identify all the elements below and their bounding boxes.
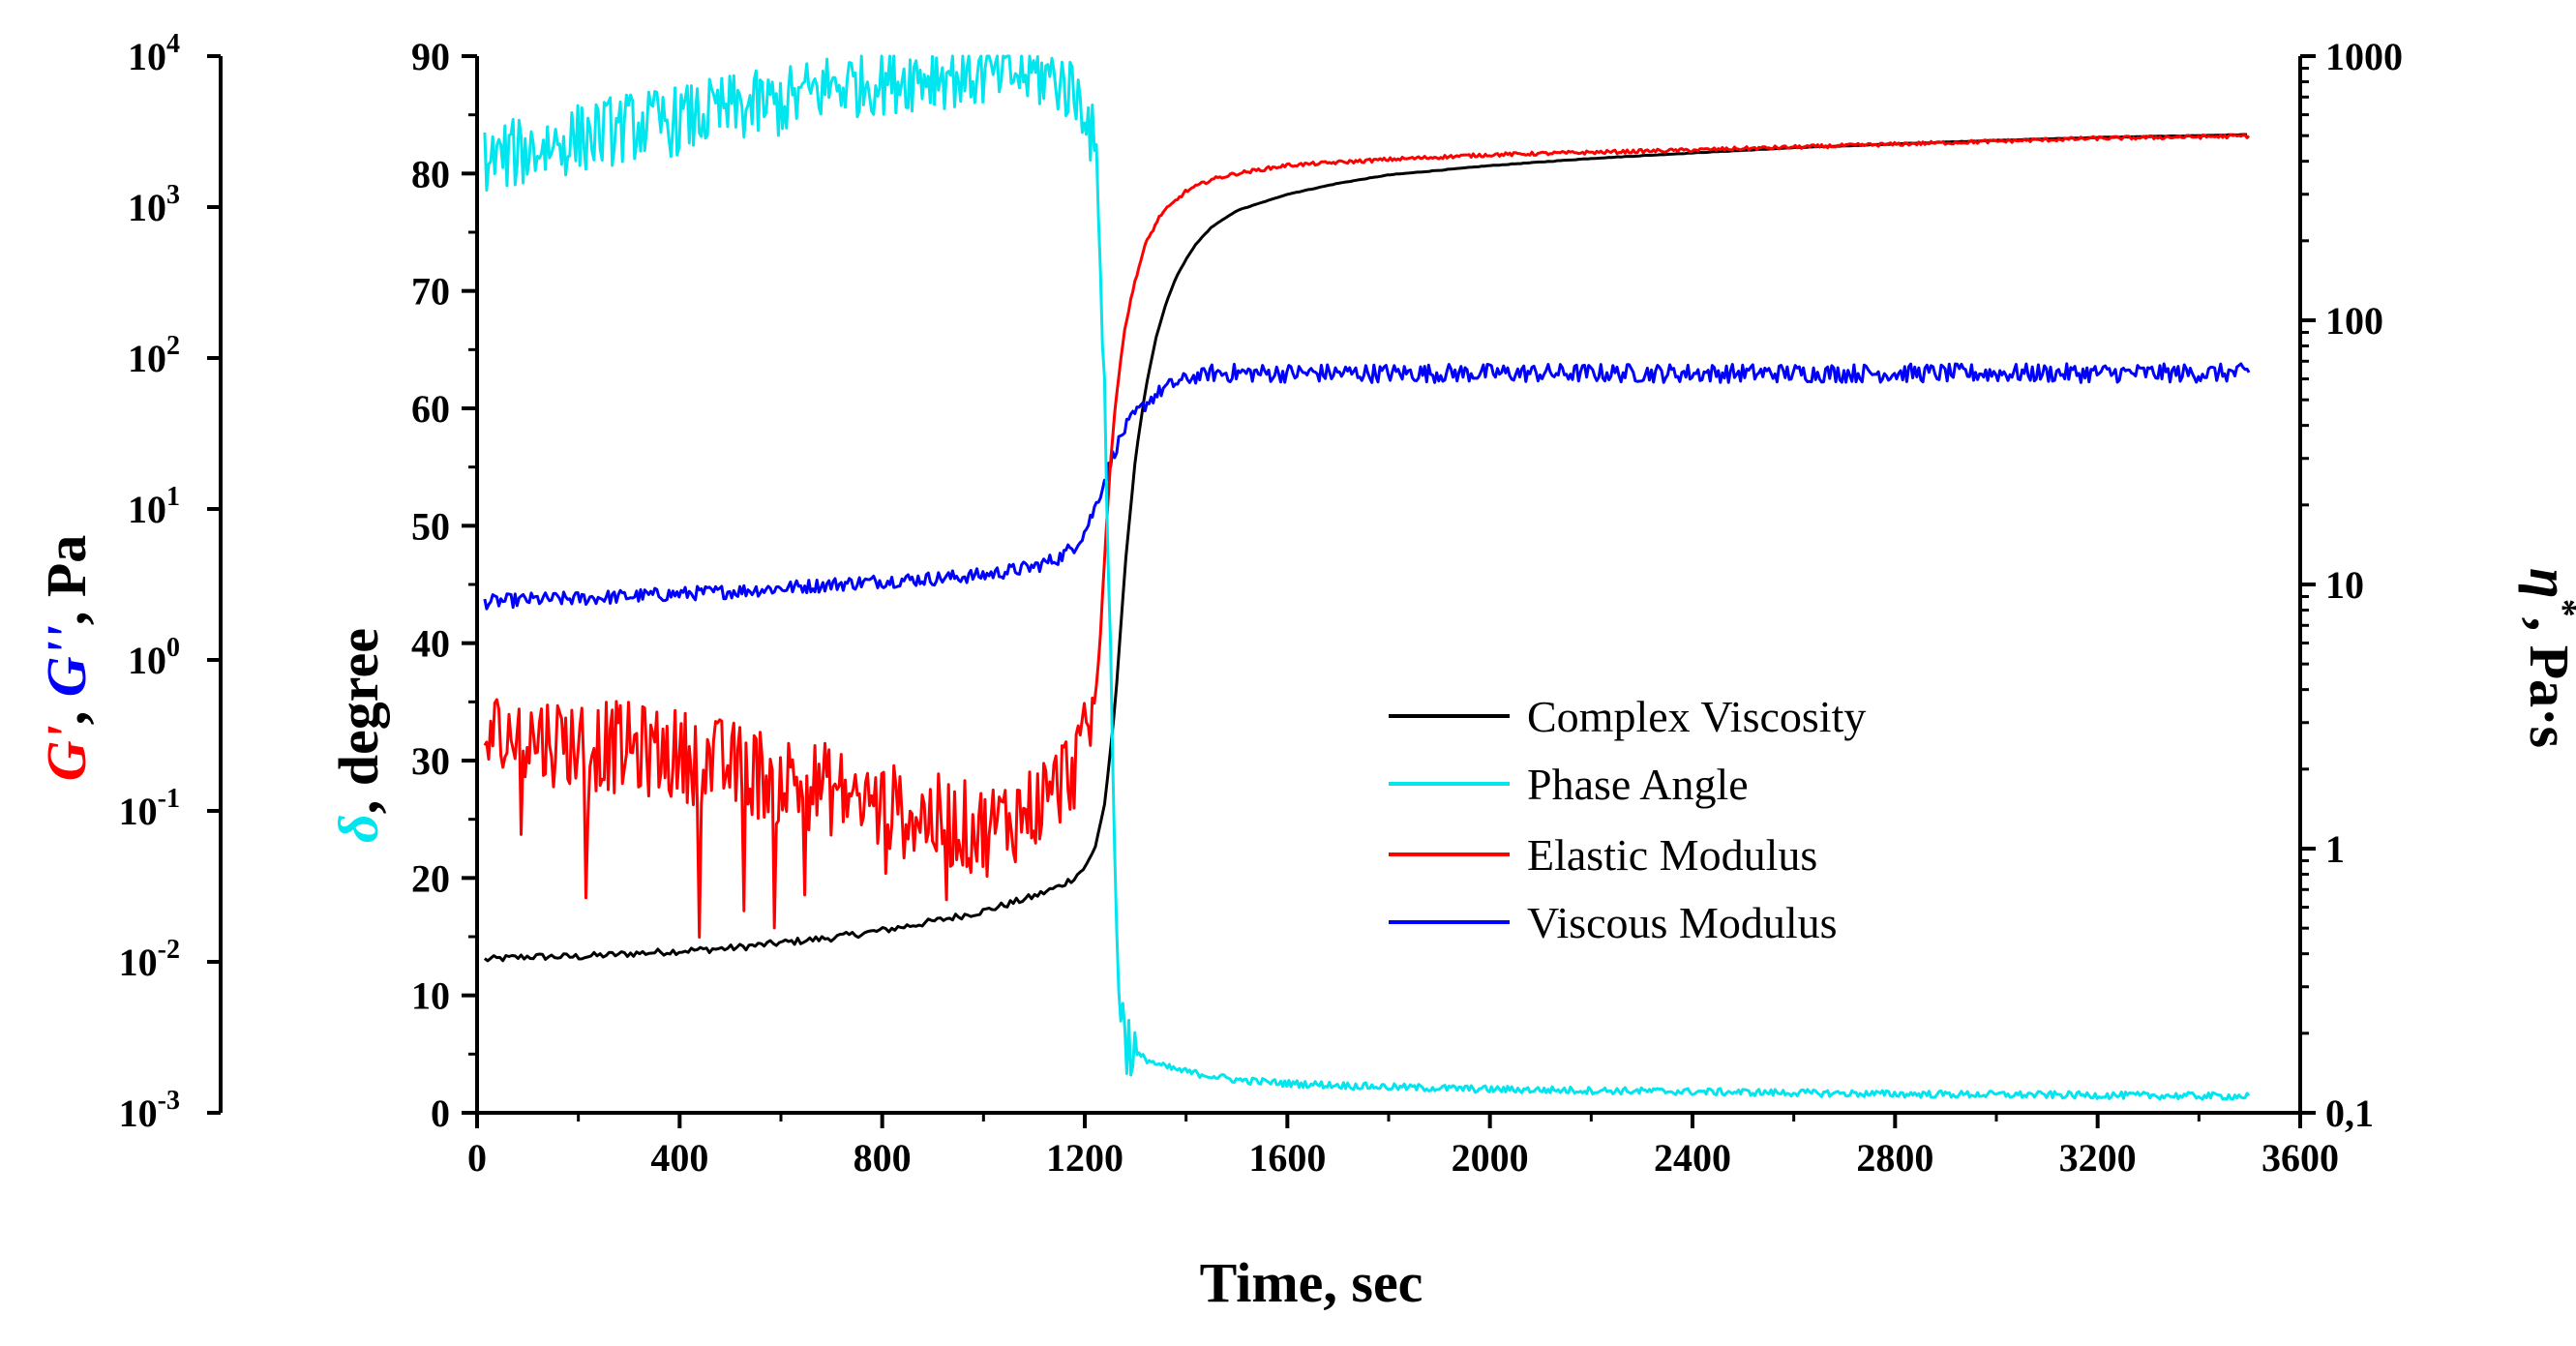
viscosity-axis: 0,1 1 10 100 1000 (2300, 35, 2403, 1135)
delta-tick-label-0: 0 (431, 1092, 450, 1135)
delta-axis-title: δ, degree (327, 628, 390, 843)
plot-lines (483, 54, 2251, 1101)
x-tick-label-2000: 2000 (1452, 1136, 1529, 1180)
delta-tick-label-30: 30 (411, 739, 450, 783)
delta-tick-label-60: 60 (411, 387, 450, 431)
modulus-unit: , Pa (35, 535, 98, 625)
eta-symbol: η (2518, 568, 2576, 599)
g-double-prime-symbol: G'' (35, 625, 98, 697)
viscosity-tick-label-0,1: 0,1 (2325, 1092, 2374, 1135)
modulus-tick-label--2: 10-2 (119, 935, 180, 984)
viscosity-unit: , Pa·s (2518, 617, 2576, 748)
legend-label-elastic-modulus: Elastic Modulus (1527, 830, 1817, 880)
x-tick-label-2400: 2400 (1654, 1136, 1731, 1180)
delta-tick-label-40: 40 (411, 622, 450, 666)
legend-label-phase-angle: Phase Angle (1527, 760, 1749, 809)
delta-unit: , degree (327, 628, 390, 814)
series-line-phase-angle (483, 54, 2251, 1101)
delta-tick-label-10: 10 (411, 974, 450, 1018)
series-line-viscous-modulus (483, 362, 2251, 611)
modulus-tick-label-2: 102 (128, 331, 180, 380)
x-tick-label-1600: 1600 (1248, 1136, 1326, 1180)
plot-frame (475, 56, 2302, 1115)
x-axis-title: Time, sec (1200, 1251, 1423, 1314)
x-tick-label-800: 800 (854, 1136, 912, 1180)
x-tick-label-400: 400 (650, 1136, 708, 1180)
delta-tick-label-90: 90 (411, 35, 450, 78)
legend-label-viscous-modulus: Viscous Modulus (1527, 898, 1838, 947)
x-tick-label-0: 0 (467, 1136, 487, 1180)
modulus-tick-label-3: 103 (128, 180, 180, 229)
modulus-tick-label-4: 104 (128, 29, 180, 78)
delta-symbol: δ (327, 814, 390, 843)
delta-tick-label-20: 20 (411, 856, 450, 900)
modulus-axis: 10-3 10-2 10-1 100 101 102 103 104 (119, 29, 223, 1135)
modulus-tick-label--1: 10-1 (119, 784, 180, 833)
viscosity-tick-label-1000: 1000 (2325, 35, 2403, 78)
delta-tick-label-80: 80 (411, 152, 450, 195)
delta-tick-label-70: 70 (411, 270, 450, 314)
viscosity-tick-label-10: 10 (2325, 563, 2364, 607)
delta-tick-label-50: 50 (411, 504, 450, 548)
delta-axis: 0 10 20 30 40 50 60 70 80 90 (411, 35, 477, 1135)
legend-label-complex-viscosity: Complex Viscosity (1527, 692, 1866, 741)
eta-superscript: * (2543, 599, 2576, 617)
modulus-separator: , (35, 697, 98, 725)
g-prime-symbol: G' (35, 725, 98, 781)
modulus-axis-title: G', G'', Pa (35, 535, 98, 782)
modulus-tick-label-0: 100 (128, 633, 180, 682)
legend: Complex Viscosity Phase Angle Elastic Mo… (1389, 692, 1866, 947)
x-axis: 0 400 800 1200 1600 2000 2400 2800 3200 3600 (467, 1113, 2339, 1180)
viscosity-tick-label-1: 1 (2325, 827, 2345, 871)
x-tick-label-1200: 1200 (1046, 1136, 1123, 1180)
x-tick-label-3200: 3200 (2059, 1136, 2137, 1180)
x-tick-label-2800: 2800 (1856, 1136, 1933, 1180)
viscosity-axis-title: η*, Pa·s (2518, 568, 2576, 748)
viscosity-tick-label-100: 100 (2325, 299, 2383, 343)
series-line-complex-viscosity (484, 133, 2248, 963)
modulus-tick-label-1: 101 (128, 482, 180, 531)
modulus-tick-label--3: 10-3 (119, 1086, 180, 1135)
x-tick-label-3600: 3600 (2261, 1136, 2339, 1180)
series-line-elastic-modulus (483, 133, 2251, 939)
